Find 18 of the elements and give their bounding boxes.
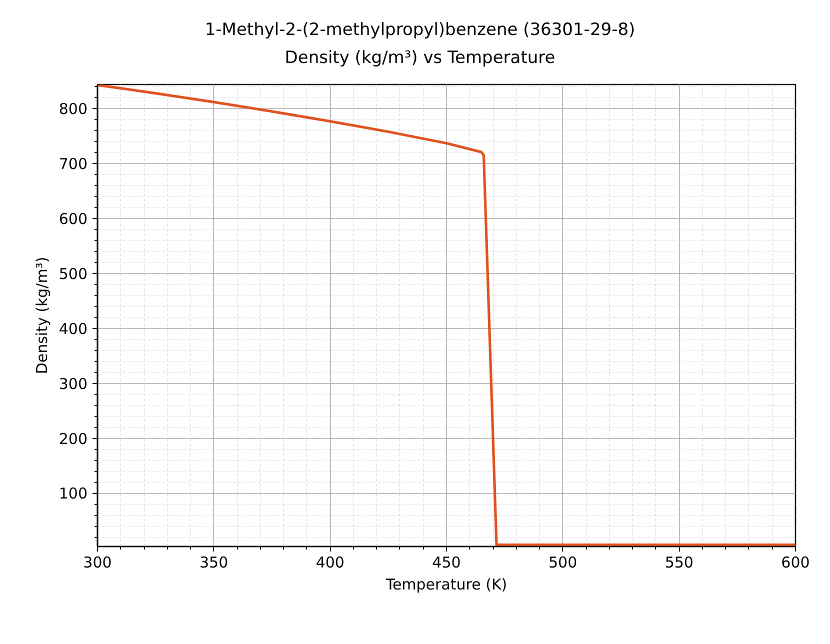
chart-title: 1-Methyl-2-(2-methylpropyl)benzene (36301-29-8) Density (kg/m³) vs Temperature xyxy=(204,19,636,70)
y-tick-label: 200 xyxy=(58,430,88,448)
y-tick-label: 100 xyxy=(58,484,88,503)
x-tick-label: 550 xyxy=(664,554,694,572)
x-tick-label: 300 xyxy=(83,554,112,572)
y-tick-label: 300 xyxy=(58,374,88,393)
x-axis-title: Temperature (K) xyxy=(384,576,508,594)
x-tick-label: 400 xyxy=(316,554,344,572)
y-tick-label: 600 xyxy=(58,210,88,228)
y-tick-label: 500 xyxy=(58,264,88,283)
y-tick-label: 400 xyxy=(58,320,88,338)
x-tick-label: 350 xyxy=(200,554,228,572)
x-tick-label: 600 xyxy=(781,554,810,572)
y-tick-label: 700 xyxy=(58,155,88,174)
x-tick-label: 450 xyxy=(432,554,461,572)
y-tick-label: 800 xyxy=(58,100,88,118)
x-tick-label: 500 xyxy=(548,554,578,572)
y-axis-title: Density (kg/m³) xyxy=(32,256,51,374)
